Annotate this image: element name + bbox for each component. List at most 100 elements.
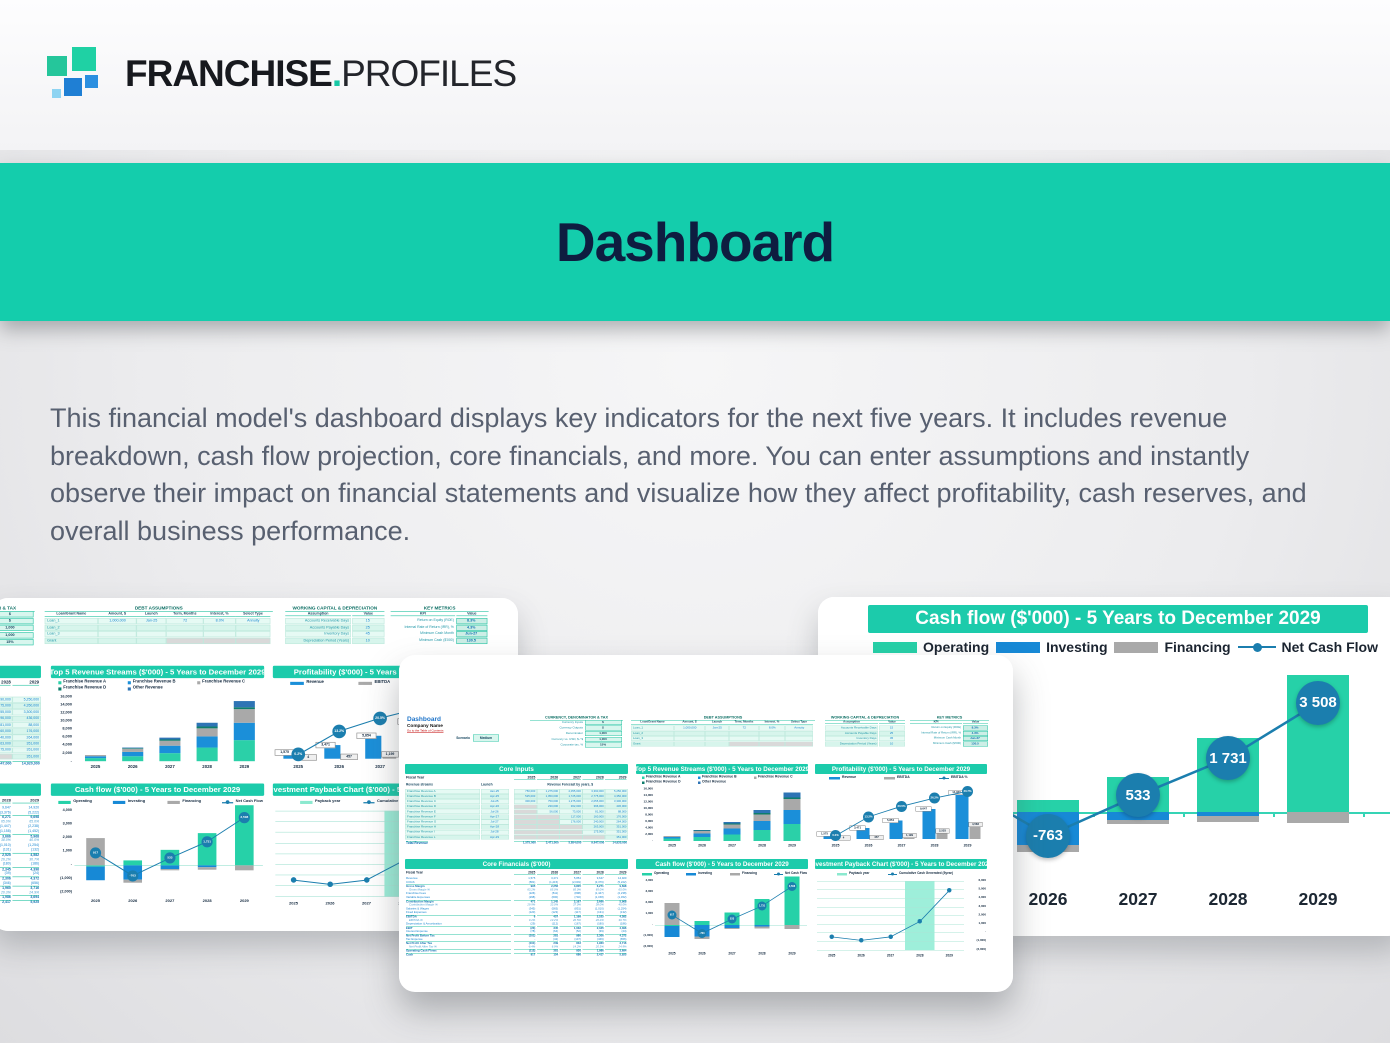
table-cell: 750,000 <box>536 799 560 804</box>
table-cell: 88,000 <box>12 722 42 728</box>
table-cell: Accounts Receivable Days <box>285 617 352 625</box>
table-cell: $ <box>585 725 622 731</box>
line-point-label: 13.2% <box>863 811 874 823</box>
bar-segment <box>723 822 741 824</box>
brand-logo[interactable]: FRANCHISE.PROFILES <box>47 47 517 101</box>
bar-segment <box>160 865 180 869</box>
y-tick: 10,000 <box>60 718 73 723</box>
table-cell <box>514 834 537 840</box>
section-header: Core Inputs <box>0 665 42 679</box>
legend-dot-icon <box>226 800 230 804</box>
brand-dot: . <box>331 53 342 94</box>
cell-value: (740) <box>574 896 581 899</box>
cell-value: (2,049) <box>572 880 581 884</box>
cell-value: 345 <box>536 926 559 930</box>
table-cell <box>729 730 759 736</box>
table-cell: Jul-28 <box>481 829 509 835</box>
y-tick: - <box>652 923 653 926</box>
cell-value: (42) <box>553 937 559 941</box>
legend-label: EBITDA % <box>951 775 968 780</box>
y-tick: 4,000 <box>978 896 986 900</box>
legend-label: Financing <box>742 871 758 876</box>
line-point-label: 3 508 <box>1296 680 1340 725</box>
line-point-label: 0.2% <box>291 747 306 762</box>
cell-value: 38.0% <box>1 838 12 843</box>
cell-value: 65.0% <box>618 888 627 892</box>
cell-value: 3,716 <box>605 941 627 945</box>
table-cell: 750,000 <box>514 789 537 794</box>
table-cell <box>235 624 271 631</box>
legend-label: Investing <box>1046 639 1108 655</box>
cell-value: 20.3% <box>595 945 604 949</box>
row-label: Denominator <box>565 732 583 736</box>
table-cell: 3,300,000 <box>605 799 628 804</box>
x-tick: 2029 <box>239 764 250 770</box>
cell-value: (132) <box>619 911 627 915</box>
table-cell <box>235 637 271 644</box>
legend-swatch <box>167 800 181 804</box>
cell-value: 30.7% <box>29 857 40 862</box>
line-point <box>947 888 952 893</box>
x-tick: 2025 <box>668 952 676 956</box>
cell-value: 1,986 <box>0 895 12 900</box>
cell-value: (23) <box>514 926 536 930</box>
table-cell: 351,000 <box>12 753 42 760</box>
legend-label: Investing <box>128 799 146 804</box>
cell-value: 20.3% <box>1 890 12 895</box>
cell-value: 4,372 <box>605 934 627 938</box>
bar-segment <box>754 925 770 927</box>
line-point-label: -763 <box>127 870 139 882</box>
cell-value: (5,222) <box>28 810 40 815</box>
bar-segment <box>122 748 144 752</box>
legend-swatch <box>642 781 645 784</box>
y-tick: 6,000 <box>62 734 73 739</box>
table-cell: 1,000 <box>585 731 622 737</box>
line-point-label: -763 <box>1026 813 1070 858</box>
bar-label: 1,199 <box>902 832 917 838</box>
cell-value: 26.2% <box>595 918 604 922</box>
table-cell: 15 <box>352 617 385 625</box>
brand-name-light: PROFILES <box>341 53 517 94</box>
table-cell <box>514 819 537 825</box>
cell-value: 0.2% <box>528 918 536 922</box>
bar-segment <box>198 867 217 870</box>
legend-label: Payback year <box>315 799 341 804</box>
table-cell <box>203 624 236 631</box>
line-point-label: 20.5% <box>373 711 388 725</box>
screenshot-card-middle: Dashboard Company Name Go to the Table of … <box>399 655 1013 992</box>
legend-label: Revenue <box>842 775 857 780</box>
legend-swatch <box>873 641 917 653</box>
table-cell: 45 <box>879 736 905 742</box>
row-label: Salaries & Wages <box>406 907 429 911</box>
line-point-label: 1 731 <box>1206 736 1250 781</box>
bar-segment <box>723 824 741 829</box>
cell-value: 2,345 <box>0 867 12 871</box>
table-cell: 3,390,000 <box>0 696 13 703</box>
table-cell: 436,000 <box>605 804 628 810</box>
table-cell: Inventory Days <box>825 736 878 742</box>
cell-value: (5,222) <box>617 880 627 884</box>
bar-segment <box>754 926 770 929</box>
table-cell: 362,000 <box>559 804 583 810</box>
legend-swatch <box>698 781 701 784</box>
row-label: EBITDA % <box>409 918 423 922</box>
cell-value: 1,960 <box>0 885 12 890</box>
table-cell: 396,000 <box>0 715 13 722</box>
bar-segment <box>234 709 256 723</box>
table-cell: Franchise Revenue I <box>405 829 480 835</box>
cell-value: (131) <box>3 848 12 852</box>
cell-value: 471 <box>514 899 536 903</box>
cell-value: (851) <box>574 907 581 911</box>
y-tick: - <box>71 862 73 867</box>
legend-label: Net Cash Flow <box>235 799 264 804</box>
brand-name-bold: FRANCHISE <box>125 53 333 94</box>
section-header: Cash flow ($'000) - 5 Years to December … <box>51 783 265 796</box>
table-cell: 1,050,000 <box>536 794 560 799</box>
table-cell: 1,000,000 <box>98 617 137 625</box>
bar <box>856 828 870 839</box>
row-label: Gross Margin <box>406 884 511 888</box>
bar-segment <box>753 812 771 815</box>
x-tick: 2026 <box>864 844 873 848</box>
table-cell: 15% <box>585 742 622 748</box>
